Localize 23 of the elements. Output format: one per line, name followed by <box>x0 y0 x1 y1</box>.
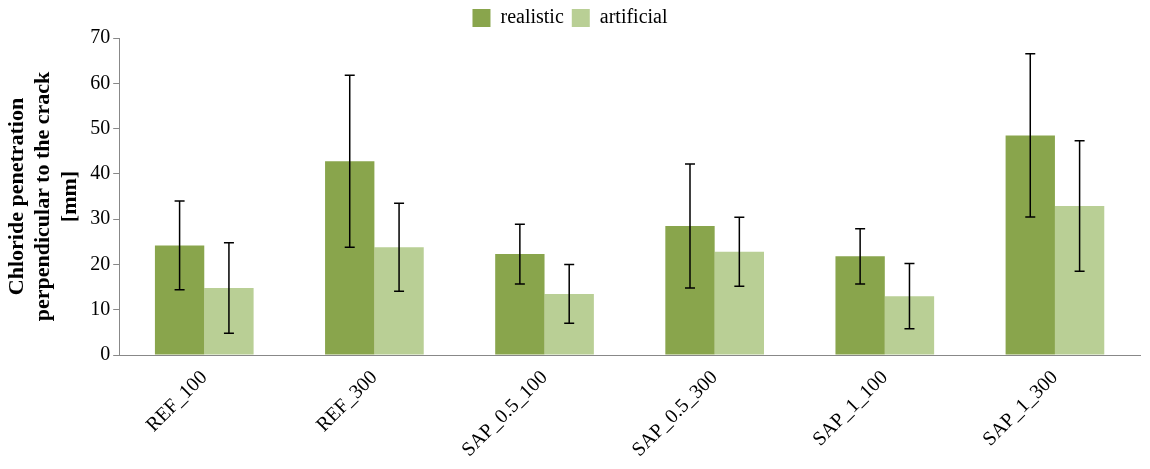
legend-label: artificial <box>599 5 668 28</box>
y-tick-label: 10 <box>90 297 111 320</box>
bar <box>1054 206 1105 355</box>
y-tick-label: 30 <box>90 206 111 229</box>
y-tick-label: 40 <box>90 161 111 184</box>
y-tick-label: 70 <box>90 25 111 48</box>
bar <box>665 225 715 355</box>
bar <box>495 254 545 355</box>
y-tick-label: 50 <box>90 115 111 138</box>
bar <box>374 247 424 355</box>
y-tick-label: 0 <box>100 342 111 365</box>
bar <box>835 256 885 355</box>
y-axis-title: Chloride penetration perpendicular to the crack [mm] <box>2 71 81 322</box>
bar <box>204 288 254 355</box>
y-tick-label: 60 <box>90 70 111 93</box>
bar <box>325 161 375 355</box>
bar <box>1005 135 1055 355</box>
bar <box>884 296 935 355</box>
y-tick-label: 20 <box>90 251 111 274</box>
legend-label: realistic <box>500 5 564 28</box>
bar <box>154 245 205 355</box>
bar <box>544 293 594 355</box>
bar <box>714 251 765 355</box>
